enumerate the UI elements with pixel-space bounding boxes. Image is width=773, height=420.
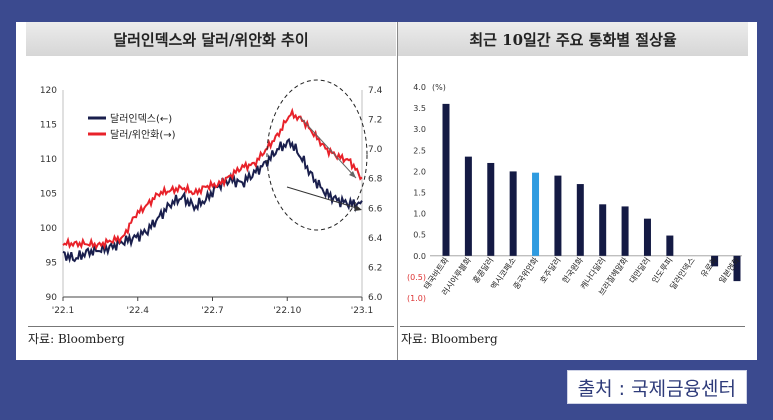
series-line-dollar-index [62, 137, 363, 264]
left-chart-title-text: 달러인덱스와 달러/위안화 추이 [113, 30, 309, 49]
bar [464, 156, 472, 256]
bar [666, 235, 674, 256]
x-axis-tick-label: '23.1 [351, 306, 374, 316]
bar [442, 103, 450, 256]
bar-chart-bars [430, 103, 742, 282]
left-axis-tick-label: 95 [46, 259, 57, 269]
x-axis-tick-label: '22.7 [201, 306, 224, 316]
y-axis-tick-label: 3.0 [413, 125, 426, 134]
right-axis-tick-label: 7.0 [368, 145, 383, 155]
line-chart-legend: 달러인덱스(←) 달러/위안화(→) [88, 113, 176, 141]
bar [532, 172, 540, 256]
category-label: 홍콩달러 [470, 255, 495, 285]
bar [711, 255, 719, 267]
category-label: 호주달러 [538, 256, 562, 285]
left-axis-tick-label: 100 [40, 224, 57, 234]
line-chart-annotations [266, 79, 368, 231]
y-axis-tick-label: 4.0 [413, 83, 426, 92]
arrow-line-lower [286, 186, 361, 210]
category-label: 대만달러 [628, 256, 652, 285]
bar [487, 162, 495, 256]
left-source-rule [28, 326, 394, 327]
bar-chart-y-axis: 4.0 3.5 3.0 2.5 2.0 1.5 1.0 0.5 0.0 (0.5) (1.0) (%) [407, 83, 446, 303]
arrow-head-lower [354, 205, 362, 211]
y-axis-tick-label: 2.0 [413, 167, 426, 176]
y-axis-tick-label: (1.0) [407, 294, 426, 303]
y-axis-tick-label: 0.0 [413, 252, 426, 261]
left-axis-tick-label: 90 [46, 293, 58, 303]
panel-divider [397, 22, 398, 360]
y-axis-tick-label: 1.0 [413, 210, 426, 219]
left-axis-tick-label: 105 [40, 190, 57, 200]
left-axis-tick-label: 110 [40, 155, 57, 165]
right-axis-tick-label: 6.8 [368, 175, 383, 185]
bar-chart-category-labels: 태국바트화러시아루블화홍콩달러멕시코페소중국위안화호주달러한국원화캐나다달러브라… [421, 255, 742, 297]
right-axis-tick-label: 6.0 [368, 293, 383, 303]
bar [621, 206, 629, 256]
line-chart-right-axis: 6.0 6.2 6.4 6.6 6.8 7.0 7.2 7.4 [368, 86, 383, 303]
bar [554, 175, 562, 256]
right-axis-tick-label: 6.4 [368, 234, 383, 244]
arrow-head-upper [349, 171, 356, 178]
x-axis-tick-label: '22.10 [273, 306, 302, 316]
line-chart-left-axis: 90 95 100 105 110 115 120 [40, 86, 57, 303]
y-axis-tick-label: 2.5 [413, 146, 426, 155]
legend-label: 달러인덱스(←) [110, 113, 172, 125]
right-axis-tick-label: 6.2 [368, 263, 382, 273]
bar [599, 204, 607, 256]
bar [733, 255, 741, 282]
content-card [16, 22, 757, 360]
right-axis-tick-label: 7.4 [368, 86, 383, 96]
right-source-rule [400, 326, 745, 327]
source-footer: 출처 : 국제금융센터 [566, 370, 747, 404]
y-axis-tick-label: 3.5 [413, 104, 426, 113]
left-axis-tick-label: 120 [40, 86, 57, 96]
dashed-circle [266, 79, 368, 231]
category-label: 인도루피 [649, 255, 674, 285]
right-chart-source: 자료: Bloomberg [401, 332, 498, 346]
line-chart-x-axis: '22.1 '22.4 '22.7 '22.10 '23.1 [52, 297, 374, 316]
bar [643, 218, 651, 256]
right-chart-title-text: 최근 10일간 주요 통화별 절상율 [469, 30, 677, 49]
x-axis-tick-label: '22.1 [52, 306, 75, 316]
x-axis-tick-label: '22.4 [126, 306, 149, 316]
y-axis-tick-label: 1.5 [413, 189, 426, 198]
right-chart-title: 최근 10일간 주요 통화별 절상율 [398, 22, 748, 56]
y-axis-tick-label: 0.5 [413, 231, 426, 240]
line-chart-series [62, 107, 363, 264]
bar [509, 171, 517, 256]
y-axis-tick-label: (0.5) [407, 273, 426, 282]
right-axis-tick-label: 7.2 [368, 116, 382, 126]
left-chart-source: 자료: Bloomberg [28, 332, 125, 346]
arrow-line-upper [299, 116, 357, 179]
series-line-usd-cny [62, 107, 363, 251]
right-axis-tick-label: 6.6 [368, 204, 383, 214]
source-footer-label: 출처 : 국제금융센터 [577, 377, 736, 400]
bar [576, 184, 584, 256]
y-axis-unit-label: (%) [432, 83, 446, 92]
left-axis-tick-label: 115 [40, 121, 57, 131]
legend-label: 달러/위안화(→) [110, 128, 176, 141]
left-chart-title: 달러인덱스와 달러/위안화 추이 [26, 22, 396, 56]
